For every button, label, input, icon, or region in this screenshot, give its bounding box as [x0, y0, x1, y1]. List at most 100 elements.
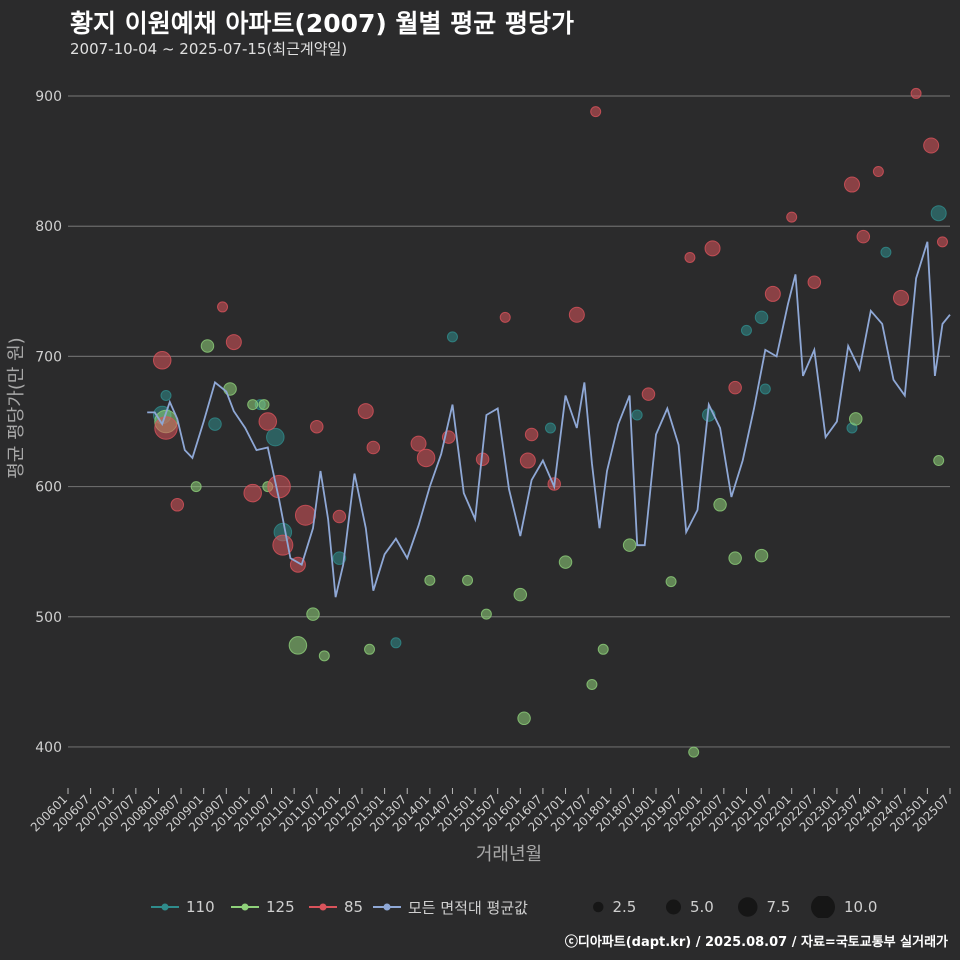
legend-label: 85	[344, 898, 364, 916]
y-tick-label: 500	[35, 610, 62, 626]
point-125	[513, 587, 528, 602]
point-85	[225, 334, 242, 351]
y-axis-title: 평균 평당가(만 원)	[6, 337, 27, 478]
legend-item: 85	[308, 896, 363, 918]
point-85	[152, 351, 172, 370]
chart-subtitle: 2007-10-04 ~ 2025-07-15(최근계약일)	[70, 40, 348, 58]
point-85	[856, 229, 871, 244]
size-legend-circle	[666, 899, 681, 915]
y-tick-label: 800	[35, 219, 62, 235]
point-85	[272, 534, 294, 556]
point-85	[728, 380, 742, 395]
point-125	[306, 607, 320, 621]
point-85	[267, 474, 291, 499]
point-85	[844, 176, 860, 193]
point-85	[764, 285, 781, 302]
point-110	[740, 324, 752, 336]
point-125	[318, 650, 330, 662]
point-125	[190, 481, 202, 493]
point-110	[544, 422, 556, 434]
point-85	[294, 504, 316, 526]
point-85	[243, 483, 262, 503]
point-125	[424, 574, 436, 586]
point-125	[586, 678, 598, 690]
legend-item: 모든 면적대 평균값	[372, 896, 528, 918]
y-tick-label: 900	[35, 89, 62, 105]
point-85	[590, 106, 602, 118]
size-legend-label: 10.0	[844, 898, 878, 916]
point-125	[480, 608, 492, 620]
point-85	[524, 427, 539, 442]
point-110	[266, 427, 285, 447]
point-85	[910, 87, 922, 99]
y-tick-label: 600	[35, 480, 62, 496]
legend-swatch	[151, 903, 179, 911]
point-125	[462, 574, 474, 586]
point-85	[154, 416, 178, 440]
point-85	[416, 448, 436, 468]
size-legend-item: 2.5	[592, 896, 636, 918]
point-85	[807, 275, 822, 289]
point-110	[160, 389, 172, 401]
point-125	[665, 576, 677, 588]
legend-item: 110	[150, 896, 215, 918]
point-110	[754, 310, 769, 325]
point-125	[258, 399, 270, 411]
size-legend-label: 5.0	[690, 898, 714, 916]
point-85	[170, 498, 185, 512]
point-85	[923, 137, 940, 154]
y-tick-label: 400	[35, 740, 62, 756]
point-125	[754, 548, 769, 563]
size-legend-item: 10.0	[810, 896, 877, 918]
point-110	[759, 383, 771, 395]
point-110	[446, 331, 458, 343]
point-85	[786, 211, 798, 223]
size-legend-item: 7.5	[737, 896, 790, 918]
size-legend-circle	[738, 897, 758, 917]
point-125	[728, 551, 742, 565]
point-125	[849, 412, 863, 426]
size-legend-label: 7.5	[766, 898, 791, 916]
point-125	[558, 555, 573, 569]
average-line	[147, 241, 951, 598]
point-110	[930, 205, 947, 222]
point-125	[288, 636, 308, 655]
point-85	[936, 236, 948, 248]
legend: 110 125 85 모든 면적대 평균값 2.5 5.0 7.5 10.0	[0, 896, 960, 918]
point-125	[200, 339, 215, 353]
legend-swatch	[309, 903, 337, 911]
point-85	[310, 419, 324, 434]
point-125	[713, 498, 727, 512]
point-125	[364, 643, 376, 655]
point-110	[631, 409, 643, 421]
point-125	[223, 382, 237, 396]
point-125	[688, 746, 700, 758]
point-85	[872, 166, 884, 178]
y-tick-label: 700	[35, 349, 62, 365]
point-85	[568, 306, 585, 323]
point-125	[247, 399, 259, 411]
legend-swatch	[373, 903, 401, 911]
point-85	[684, 251, 696, 263]
x-axis-title: 거래년월	[476, 844, 542, 865]
point-85	[499, 311, 511, 323]
point-110	[880, 246, 892, 258]
legend-swatch	[231, 903, 259, 911]
footer-credit: ⓒ디아파트(dapt.kr) / 2025.08.07 / 자료=국토교통부 실…	[564, 935, 948, 950]
legend-label: 125	[266, 898, 295, 916]
point-85	[641, 387, 656, 401]
point-85	[366, 440, 381, 455]
point-125	[517, 711, 531, 726]
point-125	[933, 455, 945, 467]
point-85	[410, 435, 427, 452]
size-legend-label: 2.5	[612, 898, 637, 916]
point-85	[258, 412, 278, 431]
legend-item: 125	[230, 896, 295, 918]
point-110	[390, 637, 402, 649]
point-85	[217, 301, 229, 313]
size-legend-circle	[811, 896, 835, 918]
legend-label: 모든 면적대 평균값	[408, 898, 528, 917]
chart-title: 황지 이원예채 아파트(2007) 월별 평균 평당가	[70, 9, 574, 38]
point-85	[893, 289, 909, 306]
